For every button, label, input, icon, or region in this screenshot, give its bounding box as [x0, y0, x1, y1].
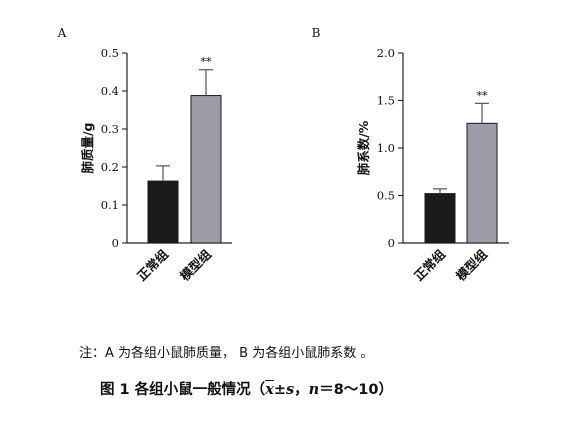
- caption-plusminus: ±: [273, 382, 286, 398]
- y-tick-label: 0.5: [377, 189, 395, 203]
- y-tick-label: 0.5: [101, 46, 119, 60]
- caption-prefix: 图 1 各组小鼠一般情况（: [100, 382, 266, 398]
- bar-2: [466, 122, 498, 244]
- panel-label: A: [57, 26, 67, 40]
- y-tick-label: 0.4: [101, 84, 119, 98]
- bar-1: [147, 180, 179, 244]
- panel-label: B: [312, 26, 321, 40]
- caption-mean-symbol: x: [265, 381, 274, 398]
- x-category-label: 正常组: [134, 246, 171, 283]
- y-tick-label: 0.1: [101, 198, 119, 212]
- caption-n-symbol: n: [308, 381, 320, 398]
- y-axis-label: 肺质量/g: [80, 122, 95, 173]
- y-axis-label: 肺系数/%: [356, 120, 371, 175]
- y-tick-label: 1.0: [377, 141, 395, 155]
- bar-2: [190, 95, 222, 244]
- x-category-label: 模型组: [177, 246, 214, 283]
- x-category-label: 模型组: [453, 246, 490, 283]
- y-tick-label: 0.2: [101, 160, 119, 174]
- bar-1: [424, 193, 456, 244]
- x-category-label: 正常组: [411, 246, 448, 283]
- caption-sd-symbol: s: [286, 381, 295, 398]
- panel-b-lung-coefficient: B 0 0.5 1.0 1.5 2.0 肺系数/% 正常组 ** 模型组: [312, 26, 509, 284]
- figure-caption: 图 1 各组小鼠一般情况（x±s，n＝8～10）: [100, 378, 393, 399]
- figure-note: 注：A 为各组小鼠肺质量， B 为各组小鼠肺系数 。: [79, 346, 374, 361]
- y-tick-label: 2.0: [377, 46, 395, 60]
- significance-marker: **: [201, 56, 213, 69]
- significance-marker: **: [477, 89, 489, 102]
- y-tick-label: 0: [112, 236, 119, 250]
- caption-sample-size: ＝8～10）: [319, 382, 393, 398]
- y-tick-label: 0.3: [101, 122, 119, 136]
- panel-a-lung-weight: A 0 0.1 0.2 0.3 0.4 0.5 肺质量/g 正常组 ** 模型组: [57, 26, 232, 284]
- y-tick-label: 0: [388, 236, 395, 250]
- y-tick-label: 1.5: [377, 94, 395, 108]
- caption-separator: ，: [294, 382, 309, 398]
